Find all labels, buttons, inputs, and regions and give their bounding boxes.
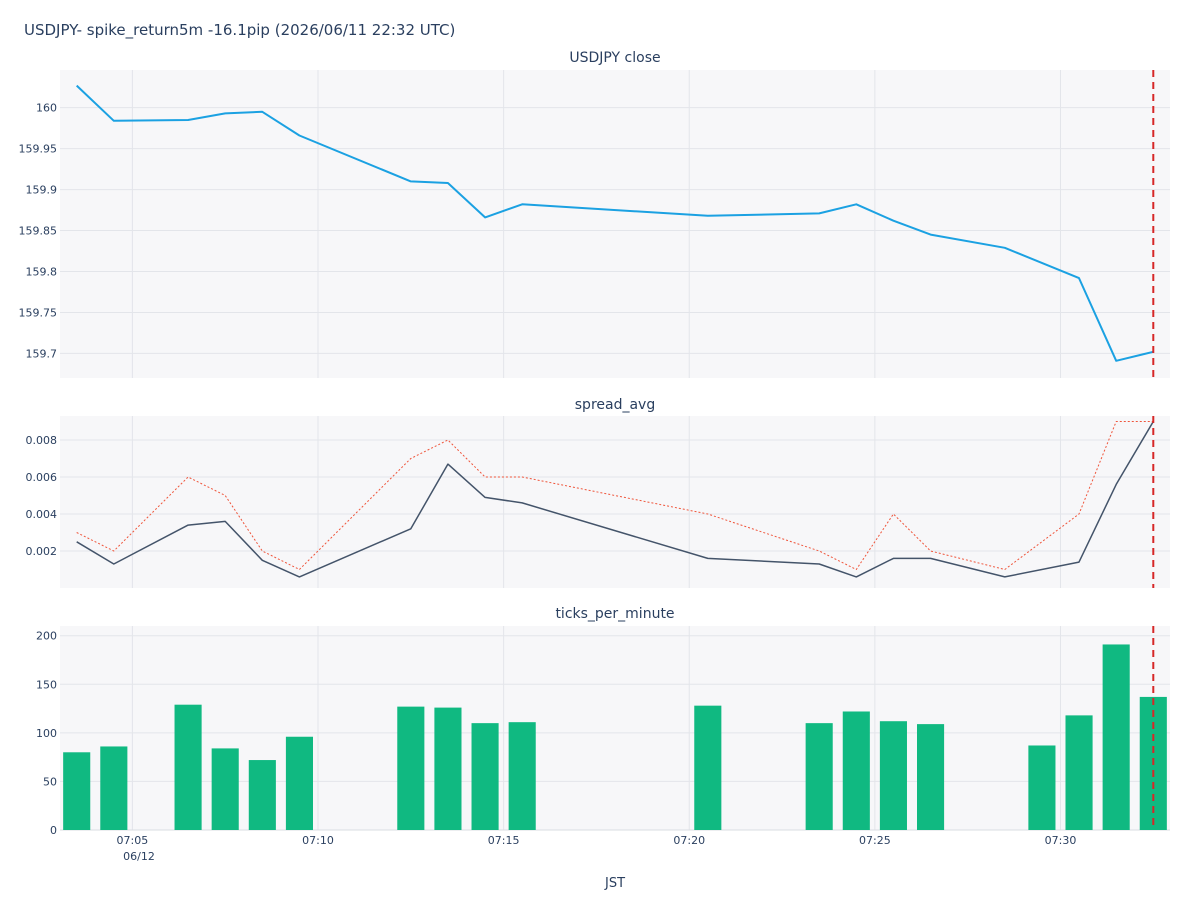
y-tick-label: 0.004: [26, 508, 58, 521]
x-axis-title: JST: [604, 876, 625, 891]
subplot-title-spread: spread_avg: [575, 397, 655, 413]
tick-bar: [63, 752, 91, 830]
y-tick-label: 0.006: [26, 471, 58, 484]
tick-bar: [694, 705, 722, 830]
y-tick-label: 0.008: [26, 434, 58, 447]
tick-bar: [434, 707, 462, 830]
x-tick-label: 07:10: [302, 834, 334, 847]
tick-bar: [1028, 745, 1056, 830]
tick-bar: [1102, 644, 1130, 830]
y-tick-label: 159.85: [19, 225, 58, 238]
tick-bar: [805, 723, 833, 830]
x-axis-date-label: 06/12: [123, 850, 155, 863]
figure-title: USDJPY- spike_return5m -16.1pip (2026/06…: [24, 21, 455, 40]
y-tick-label: 159.8: [26, 266, 58, 279]
y-tick-label: 150: [36, 678, 57, 691]
tick-bar: [248, 760, 276, 830]
y-tick-label: 200: [36, 630, 57, 643]
subplot-2: 0.008 0.006 0.004 0.002: [26, 416, 1170, 588]
subplot-title-ticks: ticks_per_minute: [555, 606, 674, 622]
plot-background: [60, 70, 1170, 378]
subplot-title-close: USDJPY close: [569, 50, 660, 66]
x-tick-label: 07:15: [488, 834, 520, 847]
y-tick-label: 159.75: [19, 306, 58, 319]
y-tick-label: 160: [36, 102, 57, 115]
tick-bar: [174, 704, 202, 830]
plot-background: [60, 626, 1170, 830]
x-tick-label: 07:30: [1045, 834, 1077, 847]
subplots: 160 159.95 159.9 159.85 159.8 159.75 159.7 0.00…: [19, 70, 1170, 847]
x-tick-label: 07:20: [673, 834, 705, 847]
subplot-3: 200 150 100 50 0 07:05 07:10 07:15 07:20 07:25 07:…: [36, 626, 1170, 847]
plot-background: [60, 416, 1170, 588]
tick-bar: [397, 706, 425, 830]
tick-bar: [471, 723, 499, 830]
x-tick-label: 07:25: [859, 834, 891, 847]
y-tick-label: 159.95: [19, 143, 58, 156]
tick-bar: [285, 736, 313, 830]
tick-bar: [100, 746, 128, 830]
tick-bar: [842, 711, 870, 830]
tick-bar: [211, 748, 239, 830]
y-tick-label: 159.9: [26, 184, 58, 197]
x-tick-label: 07:05: [117, 834, 149, 847]
tick-bar: [917, 724, 945, 830]
y-tick-label: 50: [43, 775, 57, 788]
tick-bar: [508, 722, 536, 830]
y-tick-label: 159.7: [26, 347, 58, 360]
tick-bar: [879, 721, 907, 830]
subplot-1: 160 159.95 159.9 159.85 159.8 159.75 159.7: [19, 70, 1170, 378]
tick-bar: [1065, 715, 1093, 830]
y-tick-label: 0: [50, 824, 57, 837]
y-tick-label: 0.002: [26, 545, 58, 558]
y-tick-label: 100: [36, 727, 57, 740]
